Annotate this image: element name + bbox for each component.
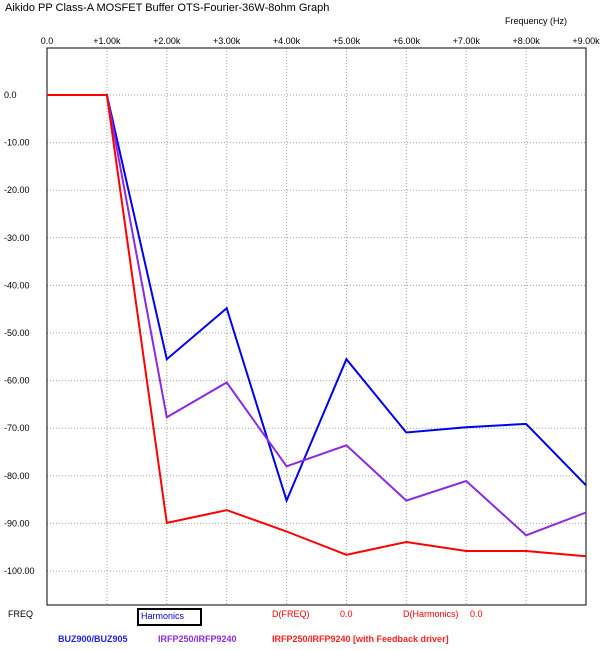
y-tick-label: -10.00 bbox=[4, 138, 30, 148]
grid bbox=[47, 48, 586, 605]
plot-frame bbox=[46, 47, 587, 606]
dfreq-value: 0.0 bbox=[340, 609, 353, 619]
x-tick-label: +4.00k bbox=[273, 36, 301, 46]
y-axis-ticks: 0.0 -10.00 -20.00 -30.00 -40.00 -50.00 -60.00 -… bbox=[4, 90, 35, 576]
x-tick-label: +6.00k bbox=[393, 36, 421, 46]
x-tick-label: +2.00k bbox=[153, 36, 181, 46]
series-line-3 bbox=[47, 94, 587, 558]
legend: BUZ900/BUZ905 IRFP250/IRFP9240 IRFP250/I… bbox=[58, 634, 449, 644]
x-tick-label: +7.00k bbox=[453, 36, 481, 46]
x-tick-label: +3.00k bbox=[213, 36, 241, 46]
series-lines bbox=[47, 94, 587, 558]
y-tick-label: 0.0 bbox=[4, 90, 17, 100]
harmonics-box[interactable] bbox=[137, 608, 202, 626]
x-tick-label: 0.0 bbox=[41, 36, 54, 46]
x-tick-label: +9.00k bbox=[572, 36, 600, 46]
y-tick-label: -60.00 bbox=[4, 376, 30, 386]
series-line-1 bbox=[47, 94, 587, 504]
dharmonics-value: 0.0 bbox=[470, 609, 483, 619]
y-tick-label: -40.00 bbox=[4, 280, 30, 290]
y-tick-label: -100.00 bbox=[4, 566, 35, 576]
dfreq-label: D(FREQ) bbox=[272, 609, 310, 619]
legend-series-1: BUZ900/BUZ905 bbox=[58, 634, 128, 644]
chart-title: Aikido PP Class-A MOSFET Buffer OTS-Four… bbox=[5, 2, 329, 14]
y-tick-label: -80.00 bbox=[4, 471, 30, 481]
x-axis-label: Frequency (Hz) bbox=[505, 16, 567, 26]
harmonics-label: Harmonics bbox=[141, 611, 185, 621]
y-tick-label: -30.00 bbox=[4, 233, 30, 243]
x-tick-label: +1.00k bbox=[93, 36, 121, 46]
y-tick-label: -90.00 bbox=[4, 518, 30, 528]
x-tick-label: +5.00k bbox=[333, 36, 361, 46]
dharmonics-label: D(Harmonics) bbox=[403, 609, 459, 619]
y-tick-label: -20.00 bbox=[4, 185, 30, 195]
series-line-2 bbox=[47, 94, 587, 537]
y-tick-label: -50.00 bbox=[4, 328, 30, 338]
legend-series-2: IRFP250/IRFP9240 bbox=[158, 634, 237, 644]
legend-series-3: IRFP250/IRFP9240 [with Feedback driver] bbox=[272, 634, 449, 644]
x-tick-label: +8.00k bbox=[512, 36, 540, 46]
x-axis-ticks: 0.0 +1.00k +2.00k +3.00k +4.00k +5.00k +6.00k +… bbox=[41, 36, 600, 46]
y-tick-label: -70.00 bbox=[4, 423, 30, 433]
freq-label: FREQ bbox=[8, 609, 33, 619]
